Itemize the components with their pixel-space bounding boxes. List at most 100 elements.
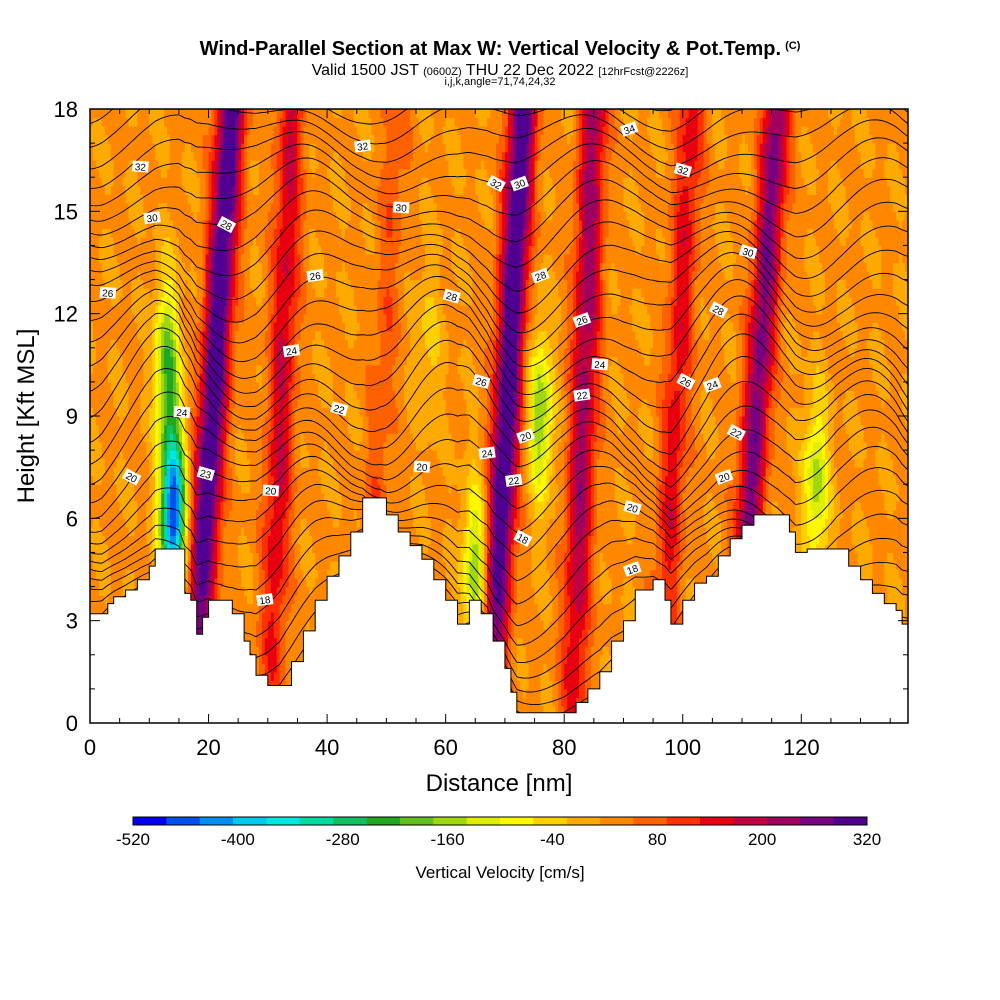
w-cell	[152, 543, 156, 554]
w-cell	[101, 168, 106, 178]
w-cell	[110, 245, 115, 255]
w-cell	[92, 347, 97, 357]
w-cell	[92, 407, 97, 417]
w-cell	[107, 518, 112, 528]
w-cell	[172, 475, 177, 485]
w-cell	[119, 586, 124, 596]
w-cell	[161, 279, 165, 289]
w-cell	[158, 288, 162, 298]
w-cell	[164, 151, 168, 161]
w-cell	[161, 475, 165, 485]
w-cell	[95, 586, 100, 596]
w-cell	[158, 330, 162, 340]
w-cell	[143, 501, 147, 511]
w-cell	[98, 313, 103, 323]
w-cell	[116, 202, 121, 212]
w-cell	[110, 151, 115, 161]
w-cell	[143, 424, 147, 434]
w-cell	[119, 245, 124, 255]
w-cell	[167, 296, 171, 306]
w-cell	[113, 509, 118, 519]
w-cell	[131, 356, 136, 366]
w-cell	[170, 211, 174, 221]
w-cell	[98, 211, 103, 221]
w-cell	[178, 134, 183, 144]
w-cell	[113, 578, 118, 588]
w-cell	[104, 492, 109, 502]
w-cell	[128, 322, 133, 332]
w-cell	[128, 373, 133, 383]
w-cell	[107, 126, 112, 136]
w-cell	[152, 398, 156, 409]
w-cell	[152, 236, 156, 247]
w-cell	[90, 202, 94, 212]
w-cell	[149, 364, 153, 374]
w-cell	[116, 262, 121, 272]
w-cell	[137, 185, 141, 195]
w-cell	[140, 219, 144, 229]
w-cell	[107, 168, 112, 178]
w-cell	[143, 364, 147, 374]
w-cell	[161, 373, 165, 383]
w-cell	[149, 117, 153, 127]
w-cell	[137, 262, 141, 272]
w-cell	[128, 117, 133, 127]
w-cell	[95, 416, 100, 426]
w-cell	[128, 253, 133, 264]
w-cell	[146, 296, 150, 306]
w-cell	[119, 279, 124, 289]
w-cell	[178, 177, 183, 187]
w-cell	[167, 305, 171, 315]
w-cell	[92, 356, 97, 366]
w-cell	[181, 134, 186, 144]
w-cell	[172, 143, 177, 153]
w-cell	[122, 177, 127, 187]
w-cell	[95, 271, 100, 281]
w-cell	[161, 160, 165, 170]
w-cell	[137, 364, 141, 374]
w-cell	[170, 160, 174, 170]
w-cell	[95, 398, 100, 409]
w-cell	[143, 373, 147, 383]
w-cell	[98, 330, 103, 340]
w-cell	[175, 526, 180, 536]
w-cell	[181, 492, 186, 502]
w-cell	[113, 168, 118, 178]
w-cell	[170, 219, 174, 229]
w-cell	[158, 381, 162, 392]
w-cell	[167, 271, 171, 281]
w-cell	[140, 381, 144, 392]
w-cell	[146, 407, 150, 417]
w-cell	[101, 535, 106, 545]
w-cell	[158, 109, 162, 119]
w-cell	[155, 228, 159, 238]
w-cell	[178, 424, 183, 434]
w-cell	[90, 560, 94, 571]
w-cell	[134, 228, 139, 238]
w-cell	[149, 228, 153, 238]
w-cell	[101, 262, 106, 272]
w-cell	[140, 518, 144, 528]
w-cell	[178, 288, 183, 298]
w-cell	[134, 117, 139, 127]
w-cell	[146, 543, 150, 554]
w-cell	[98, 458, 103, 468]
w-cell	[143, 433, 147, 443]
w-cell	[143, 450, 147, 460]
w-cell	[95, 126, 100, 136]
w-cell	[172, 228, 177, 238]
subtitle-valid: Valid 1500 JST	[312, 62, 419, 79]
w-cell	[125, 424, 130, 434]
w-cell	[164, 245, 168, 255]
w-cell	[184, 492, 189, 502]
w-cell	[140, 347, 144, 357]
w-cell	[161, 185, 165, 195]
w-cell	[167, 219, 171, 229]
w-cell	[125, 381, 130, 392]
w-cell	[140, 271, 144, 281]
w-cell	[155, 373, 159, 383]
w-cell	[149, 467, 153, 477]
w-cell	[95, 475, 100, 485]
w-cell	[116, 313, 121, 323]
w-cell	[125, 279, 130, 289]
